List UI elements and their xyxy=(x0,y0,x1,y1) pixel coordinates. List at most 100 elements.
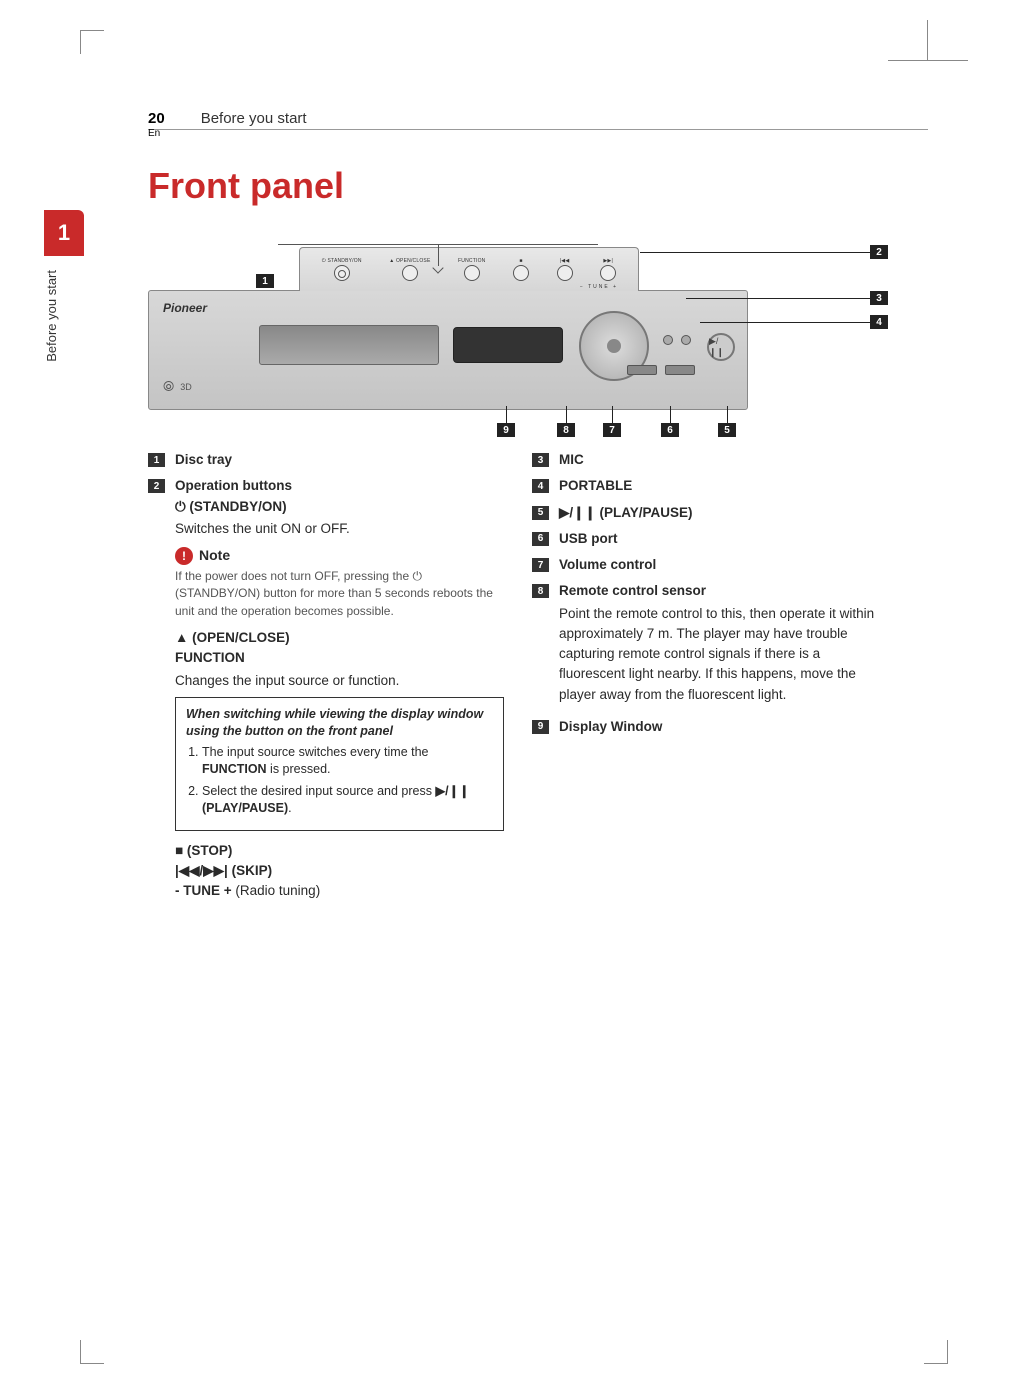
standby-label: ⏻ (STANDBY/ON) xyxy=(175,497,504,517)
text: . xyxy=(288,801,291,815)
item-title: Remote control sensor xyxy=(559,581,888,601)
list-item: 7 Volume control xyxy=(532,555,888,575)
page-number: 20 xyxy=(148,110,165,127)
front-panel-diagram: ⏻ STANDBY/ON ▲ OPEN/CLOSE FUNCTION ■ |◀◀… xyxy=(148,230,888,430)
crop-mark xyxy=(927,20,928,60)
text: Select the desired input source and pres… xyxy=(202,784,435,798)
chapter-label: Before you start xyxy=(44,256,84,376)
content-columns: 1 Disc tray 2 Operation buttons ⏻ (STAND… xyxy=(148,450,888,907)
inset-step: The input source switches every time the… xyxy=(202,744,493,779)
item-title: MIC xyxy=(559,452,584,467)
skip-label: |◀◀/▶▶| (SKIP) xyxy=(175,861,504,881)
btn-label: ⏻ STANDBY/ON xyxy=(322,258,362,264)
input-jacks xyxy=(663,335,691,345)
right-column: 3 MIC 4 PORTABLE 5 ▶/❙❙ (PLAY/PAUSE) 6 U… xyxy=(532,450,888,907)
callout-2: 2 xyxy=(870,245,888,259)
callout-6: 6 xyxy=(661,423,679,437)
leader-line xyxy=(612,406,613,424)
stop-button-icon xyxy=(513,265,529,281)
callout-9: 9 xyxy=(497,423,515,437)
item-number: 1 xyxy=(148,453,165,467)
list-item: 5 ▶/❙❙ (PLAY/PAUSE) xyxy=(532,503,888,523)
skip-fwd-button-icon xyxy=(600,265,616,281)
note-title: Note xyxy=(199,545,230,566)
standby-desc: Switches the unit ON or OFF. xyxy=(175,519,504,539)
list-item: 9 Display Window xyxy=(532,717,888,737)
open-close-label: ▲ (OPEN/CLOSE) xyxy=(175,628,504,648)
item-title: PORTABLE xyxy=(559,478,632,493)
crop-mark xyxy=(80,30,104,54)
list-item: 2 Operation buttons ⏻ (STANDBY/ON) Switc… xyxy=(148,476,504,901)
display-window xyxy=(453,327,563,363)
leader-line xyxy=(566,406,567,424)
callout-7: 7 xyxy=(603,423,621,437)
item-number: 9 xyxy=(532,720,549,734)
callout-8: 8 xyxy=(557,423,575,437)
leader-line xyxy=(278,244,598,245)
leader-line xyxy=(686,298,884,299)
text: (Radio tuning) xyxy=(232,883,321,898)
device-body: ⏻ STANDBY/ON ▲ OPEN/CLOSE FUNCTION ■ |◀◀… xyxy=(148,290,748,410)
skip-back-button-icon xyxy=(557,265,573,281)
list-item: 6 USB port xyxy=(532,529,888,549)
callout-3: 3 xyxy=(870,291,888,305)
left-column: 1 Disc tray 2 Operation buttons ⏻ (STAND… xyxy=(148,450,504,907)
leader-line xyxy=(670,406,671,424)
tune-label: - TUNE + (Radio tuning) xyxy=(175,881,504,901)
function-label: FUNCTION xyxy=(175,648,504,668)
usb-ports xyxy=(627,365,695,375)
item-desc: Point the remote control to this, then o… xyxy=(559,604,888,705)
side-tab: 1 Before you start xyxy=(44,210,84,430)
play-pause-button-icon: ▶/❙❙ xyxy=(707,333,735,361)
item-number: 6 xyxy=(532,532,549,546)
page-language: En xyxy=(148,128,160,139)
crop-mark xyxy=(888,60,968,61)
item-title: Volume control xyxy=(559,557,656,572)
crop-mark xyxy=(924,1340,948,1364)
item-number: 4 xyxy=(532,479,549,493)
list-item: 3 MIC xyxy=(532,450,888,470)
item-number: 2 xyxy=(148,479,165,493)
item-title: ▶/❙❙ (PLAY/PAUSE) xyxy=(559,505,693,520)
tune-label: − TUNE + xyxy=(580,284,618,290)
note-icon: ! xyxy=(175,547,193,565)
note-text: If the power does not turn OFF, pressing… xyxy=(175,568,504,620)
item-number: 5 xyxy=(532,506,549,520)
callout-1: 1 xyxy=(256,274,274,288)
btn-label: FUNCTION xyxy=(458,258,485,264)
crop-mark xyxy=(80,1340,104,1364)
item-title: Disc tray xyxy=(175,452,232,467)
leader-line xyxy=(700,322,884,323)
standby-button-icon xyxy=(334,265,350,281)
inset-step: Select the desired input source and pres… xyxy=(202,783,493,818)
btn-label: ▶▶| xyxy=(603,258,613,264)
btn-label: |◀◀ xyxy=(560,258,570,264)
inset-steps: The input source switches every time the… xyxy=(202,744,493,818)
item-title: Operation buttons xyxy=(175,476,504,496)
function-button-icon xyxy=(464,265,480,281)
item-title: USB port xyxy=(559,531,618,546)
callout-4: 4 xyxy=(870,315,888,329)
text-bold: FUNCTION xyxy=(202,762,267,776)
text-bold: - TUNE + xyxy=(175,883,232,898)
item-number: 3 xyxy=(532,453,549,467)
header-section-title: Before you start xyxy=(201,110,307,127)
inset-box: When switching while viewing the display… xyxy=(175,697,504,831)
brand-logo: Pioneer xyxy=(163,301,207,315)
open-close-button-icon xyxy=(402,265,418,281)
item-number: 7 xyxy=(532,558,549,572)
stop-label: ■ (STOP) xyxy=(175,841,504,861)
callout-5: 5 xyxy=(718,423,736,437)
disc-tray xyxy=(259,325,439,365)
bluray-logo: ⦾3D xyxy=(163,378,192,395)
page-title: Front panel xyxy=(148,165,344,207)
leader-line xyxy=(727,406,728,424)
page-header: 20 En Before you start xyxy=(148,110,928,130)
item-number: 8 xyxy=(532,584,549,598)
note-header: ! Note xyxy=(175,545,504,566)
list-item: 1 Disc tray xyxy=(148,450,504,470)
function-desc: Changes the input source or function. xyxy=(175,671,504,691)
list-item: 4 PORTABLE xyxy=(532,476,888,496)
btn-label: ■ xyxy=(519,258,522,264)
leader-line xyxy=(640,252,884,253)
